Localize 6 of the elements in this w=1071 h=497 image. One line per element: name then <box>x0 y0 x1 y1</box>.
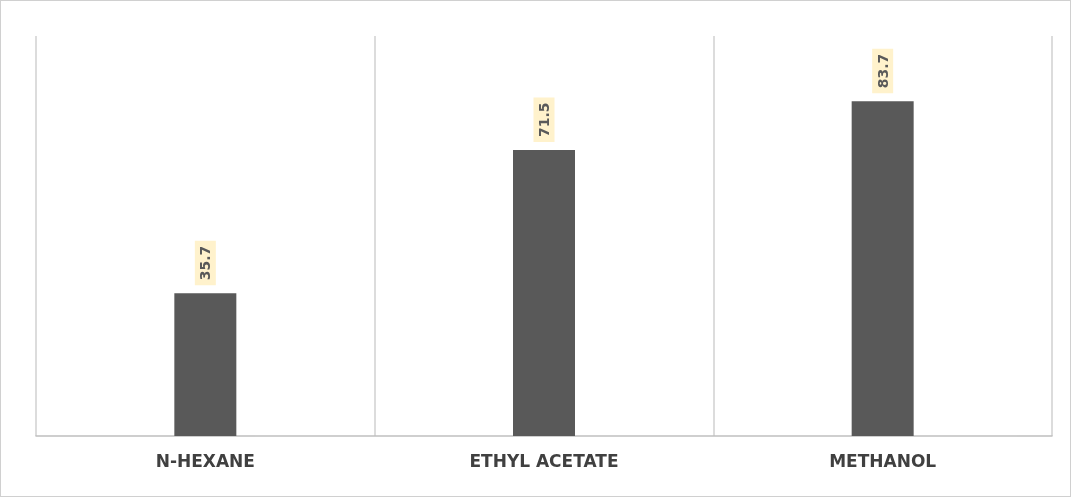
x-tick-label: ETHYL ACETATE <box>469 450 619 471</box>
data-label: 71.5 <box>536 102 552 137</box>
x-tick-label: N-HEXANE <box>155 450 255 471</box>
x-tick-label: METHANOL <box>829 450 937 471</box>
data-label: 83.7 <box>874 53 891 89</box>
data-label: 35.7 <box>197 245 214 281</box>
